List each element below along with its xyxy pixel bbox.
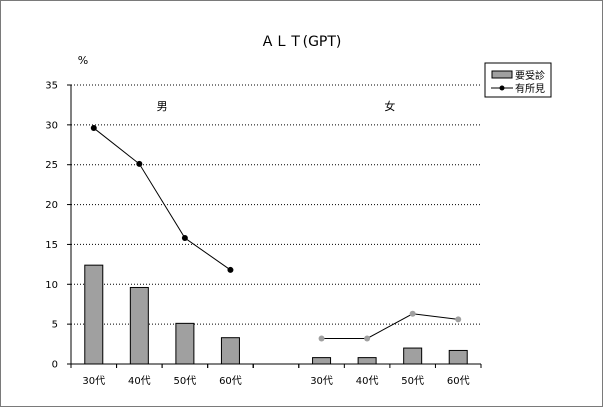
y-axis-unit: % xyxy=(78,54,88,67)
y-tick-label: 15 xyxy=(45,240,58,251)
series-marker xyxy=(136,160,143,167)
series-marker xyxy=(409,310,416,317)
bars xyxy=(84,264,468,365)
x-tick-label: 30代 xyxy=(310,375,333,387)
bar xyxy=(175,322,195,365)
group-labels: 男女 xyxy=(157,99,396,113)
legend: 要受診 有所見 xyxy=(484,62,552,98)
y-tick-label: 20 xyxy=(45,200,58,211)
x-tick-label: 30代 xyxy=(82,375,105,387)
series-marker xyxy=(364,335,371,342)
y-tick-label: 35 xyxy=(45,81,58,92)
group-label: 男 xyxy=(157,100,168,113)
y-tick-labels: 0 5 10 15 20 25 30 35 xyxy=(45,81,71,371)
x-tick-label: 50代 xyxy=(401,375,424,387)
chart-title: ＡＬＴ(GPT) xyxy=(261,34,342,50)
series-marker xyxy=(455,316,462,323)
x-tick-labels: 30代 40代 50代 60代 30代 40代 50代 60代 xyxy=(70,364,482,387)
x-tick-label: 60代 xyxy=(447,375,470,387)
group-label: 女 xyxy=(384,99,395,113)
legend-bar-swatch xyxy=(491,70,513,79)
series-lines xyxy=(93,127,459,339)
y-tick-label: 10 xyxy=(45,280,58,291)
x-tick-label: 50代 xyxy=(174,375,197,387)
x-tick-label: 40代 xyxy=(128,375,151,387)
bar xyxy=(403,347,423,365)
series-markers xyxy=(90,125,462,342)
series-marker xyxy=(318,335,325,342)
legend-label-bar: 要受診 xyxy=(515,69,545,82)
bar xyxy=(220,337,240,365)
y-tick-label: 25 xyxy=(45,160,58,171)
series-marker xyxy=(181,235,188,242)
series-line xyxy=(321,313,459,339)
series-line xyxy=(93,127,231,271)
legend-line-marker xyxy=(499,85,505,91)
y-tick-label: 0 xyxy=(52,360,58,371)
legend-label-line: 有所見 xyxy=(515,82,545,95)
bar xyxy=(312,357,332,365)
bar xyxy=(448,349,468,365)
x-tick-label: 60代 xyxy=(219,375,242,387)
bar xyxy=(84,264,104,365)
series-marker xyxy=(227,266,234,273)
bar xyxy=(129,286,149,365)
bar xyxy=(357,357,377,365)
y-tick-label: 5 xyxy=(52,320,58,331)
y-tick-label: 30 xyxy=(45,120,58,131)
series-marker xyxy=(90,125,97,132)
x-tick-label: 40代 xyxy=(356,375,379,387)
legend-box xyxy=(484,62,552,98)
